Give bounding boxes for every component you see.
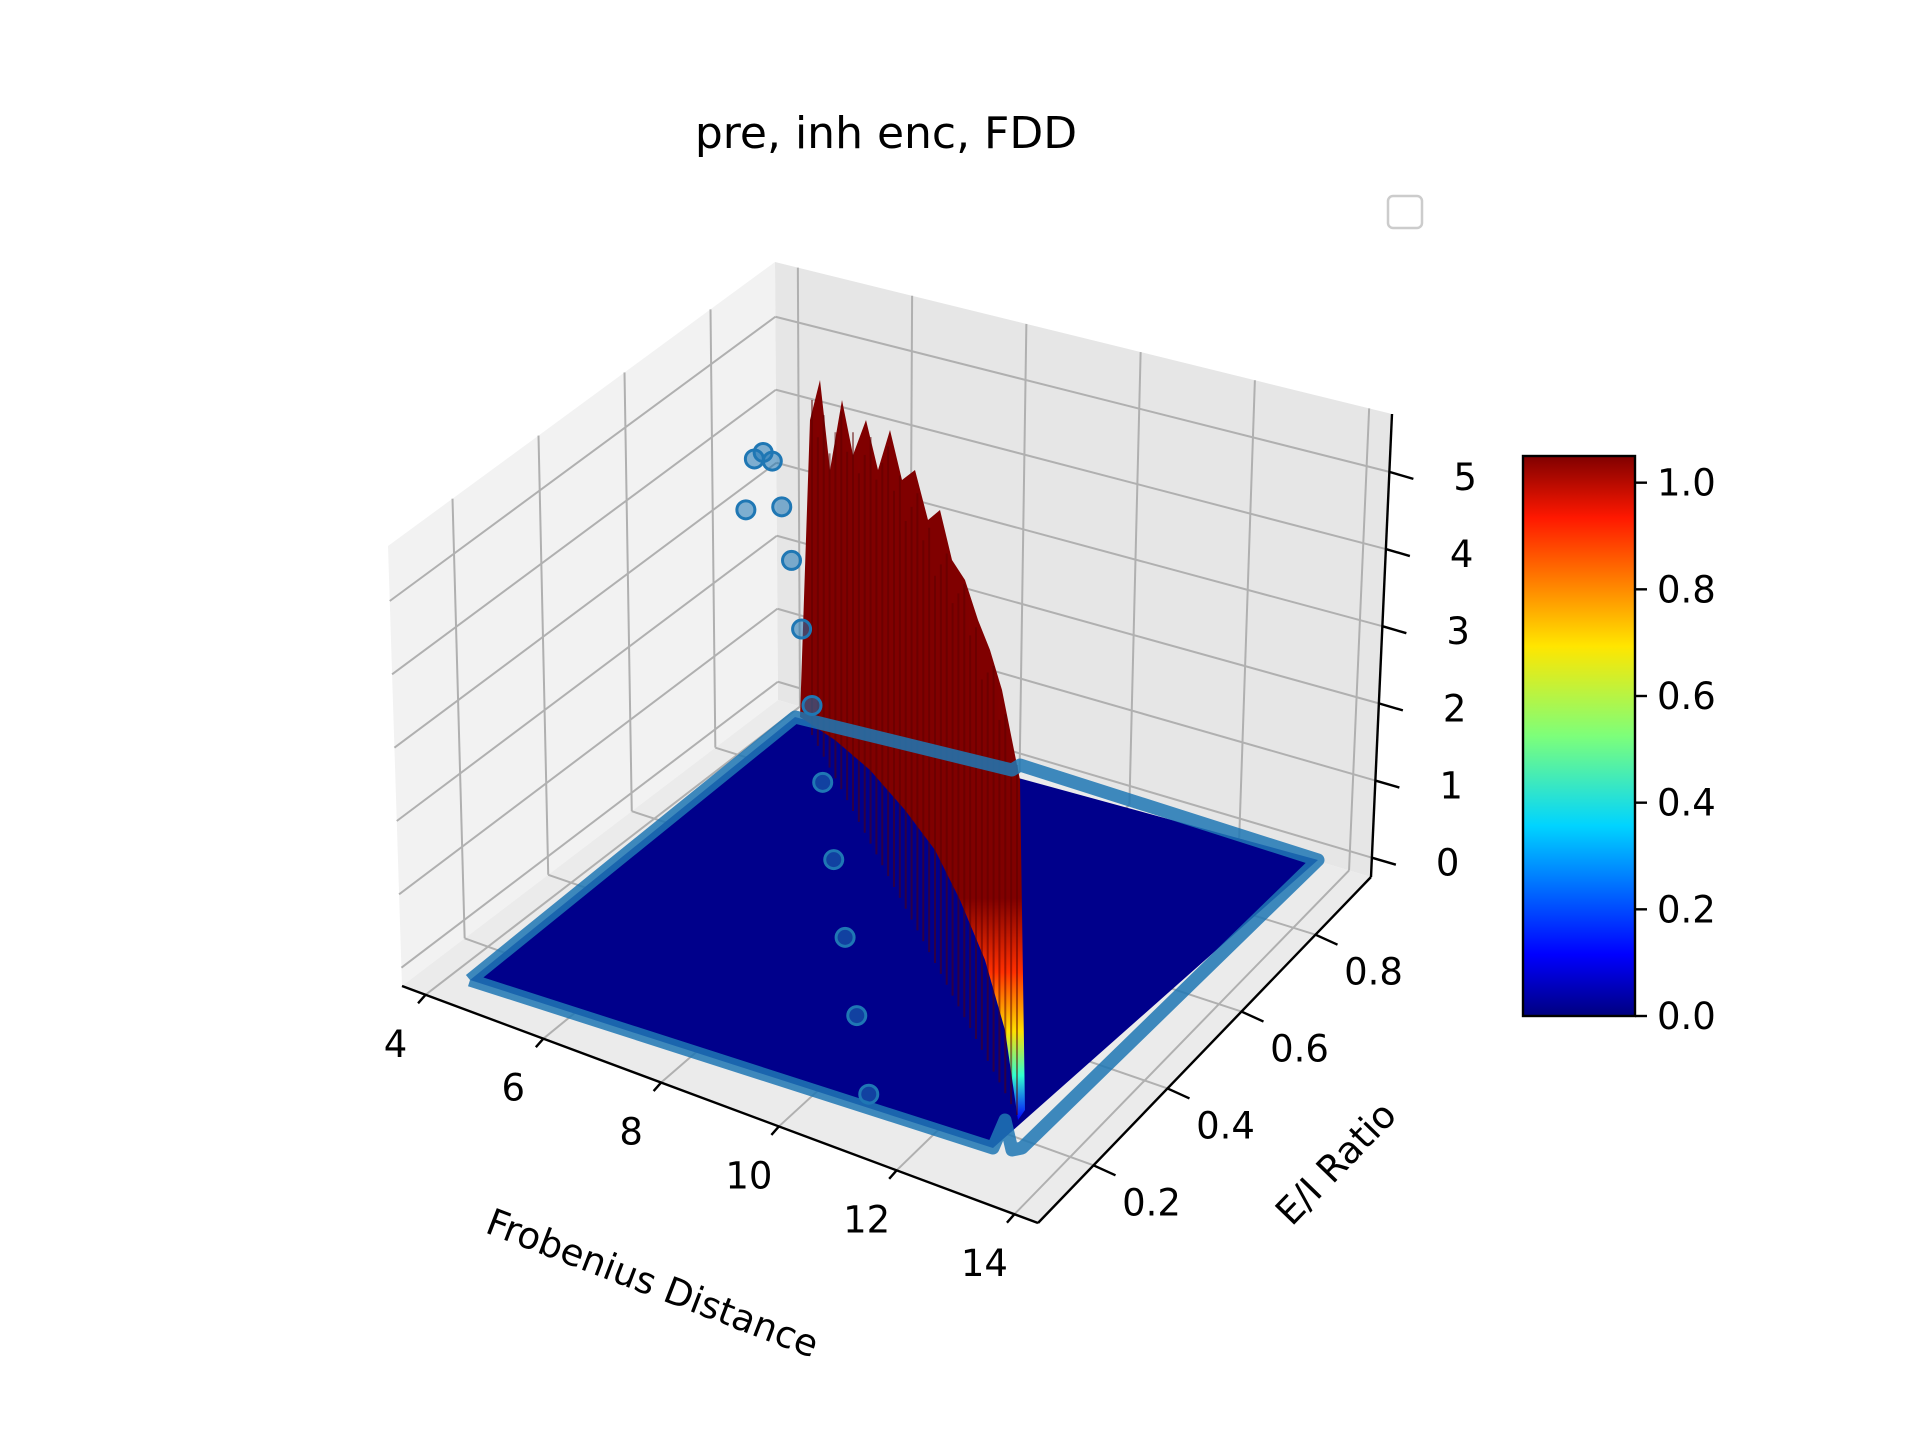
ridge-spikes <box>811 400 1018 1115</box>
y-tick-mark <box>1167 1087 1190 1100</box>
x-tick-mark <box>652 1081 663 1092</box>
z-tick-label: 3 <box>1446 610 1470 653</box>
z-axis-line <box>1369 413 1394 878</box>
scatter-point <box>801 694 823 716</box>
x-tick-mark <box>770 1125 780 1136</box>
z-tick-mark <box>1371 856 1397 866</box>
z-tick-mark <box>1382 625 1407 635</box>
y-tick-label: 0.2 <box>1122 1181 1181 1224</box>
scatter-point <box>823 849 845 871</box>
scatter-point <box>771 496 793 518</box>
z-tick-label: 5 <box>1453 456 1477 499</box>
pane-left <box>388 262 778 986</box>
x-tick-label: 10 <box>725 1154 772 1197</box>
scatter-point <box>812 771 834 793</box>
y-tick-label: 0.6 <box>1270 1028 1329 1071</box>
scatter-point <box>858 1083 880 1105</box>
x-tick-label: 12 <box>843 1198 890 1241</box>
y-axis-line <box>1037 876 1372 1224</box>
colorbar-tick-label: 0.8 <box>1657 568 1716 611</box>
x-tick-label: 4 <box>384 1023 408 1066</box>
y-tick-mark <box>1241 1010 1264 1023</box>
x-tick-mark <box>534 1037 545 1048</box>
axes <box>401 413 1414 1225</box>
colorbar-tick-label: 1.0 <box>1657 462 1716 505</box>
x-tick-label: 6 <box>502 1067 526 1110</box>
y-tick-mark <box>1093 1164 1116 1177</box>
x-tick-label: 8 <box>619 1111 643 1154</box>
z-tick-label: 1 <box>1439 765 1463 808</box>
x-axis-line <box>401 984 1039 1225</box>
colorbar-tick-label: 0.0 <box>1657 995 1716 1038</box>
z-tick-mark <box>1378 702 1404 712</box>
x-tick-mark <box>888 1169 898 1180</box>
z-tick-mark <box>1375 779 1400 789</box>
scatter-point <box>735 499 757 521</box>
y-tick-label: 0.4 <box>1196 1104 1255 1147</box>
colorbar-tick-label: 0.6 <box>1657 675 1716 718</box>
x-tick-mark <box>1006 1213 1016 1224</box>
scatter-point <box>834 926 856 948</box>
legend-box <box>1386 194 1424 230</box>
y-axis-label: E/I Ratio <box>1267 1093 1405 1233</box>
z-tick-label: 4 <box>1450 533 1474 576</box>
x-axis-label: Frobenius Distance <box>481 1200 825 1366</box>
scatter-point <box>791 618 813 640</box>
chart-title: pre, inh enc, FDD <box>695 108 1077 159</box>
scatter-series <box>735 441 880 1105</box>
z-tick-mark <box>1389 470 1414 481</box>
z-tick-label: 2 <box>1443 687 1467 730</box>
x-tick-label: 14 <box>961 1242 1008 1285</box>
z-tick-mark <box>1385 547 1411 558</box>
colorbar-tick-label: 0.4 <box>1657 782 1716 825</box>
z-tick-label: 0 <box>1436 842 1460 885</box>
scatter-point <box>781 549 803 571</box>
surface-outline <box>465 710 1325 1157</box>
y-tick-label: 0.8 <box>1344 951 1403 994</box>
scatter-point <box>761 450 783 472</box>
x-tick-mark <box>417 993 427 1005</box>
colorbar <box>1521 454 1637 1018</box>
scatter-point <box>846 1005 868 1027</box>
y-tick-mark <box>1315 933 1338 946</box>
colorbar-tick-label: 0.2 <box>1657 888 1716 931</box>
surface-floor <box>470 717 1318 1148</box>
